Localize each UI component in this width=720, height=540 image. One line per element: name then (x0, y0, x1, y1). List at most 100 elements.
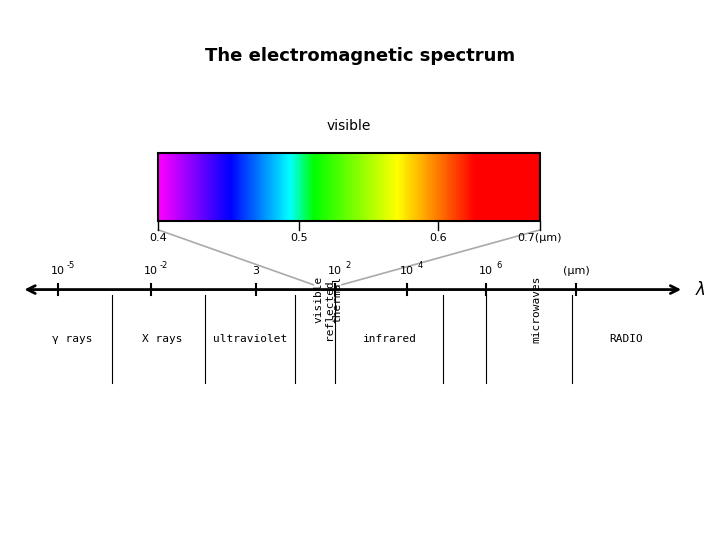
Bar (500, 153, 501, 221)
Bar (378, 153, 379, 221)
Bar (307, 153, 309, 221)
Bar (425, 153, 426, 221)
Bar (404, 153, 405, 221)
Bar (395, 153, 396, 221)
Bar (252, 153, 253, 221)
Bar (534, 153, 536, 221)
Bar (220, 153, 222, 221)
Bar (349, 153, 351, 221)
Bar (314, 153, 315, 221)
Bar (371, 153, 372, 221)
Bar (357, 153, 358, 221)
Bar (497, 153, 498, 221)
Bar (338, 153, 339, 221)
Bar (470, 153, 472, 221)
Bar (184, 153, 186, 221)
Bar (180, 153, 181, 221)
Bar (171, 153, 172, 221)
Bar (445, 153, 446, 221)
Bar (496, 153, 498, 221)
Bar (505, 153, 507, 221)
Bar (262, 153, 264, 221)
Bar (230, 153, 231, 221)
Bar (423, 153, 424, 221)
Text: 10: 10 (479, 266, 493, 276)
Bar (264, 153, 266, 221)
Bar (350, 153, 351, 221)
Bar (426, 153, 428, 221)
Bar (238, 153, 239, 221)
Bar (488, 153, 490, 221)
Bar (456, 153, 457, 221)
Bar (413, 153, 415, 221)
Bar (167, 153, 168, 221)
Bar (344, 153, 346, 221)
Bar (284, 153, 286, 221)
Bar (240, 153, 242, 221)
Bar (265, 153, 266, 221)
Bar (398, 153, 399, 221)
Bar (326, 153, 328, 221)
Bar (291, 153, 292, 221)
Bar (382, 153, 383, 221)
Text: reflected: reflected (324, 279, 334, 340)
Bar (347, 153, 348, 221)
Bar (391, 153, 392, 221)
Bar (384, 153, 385, 221)
Bar (374, 153, 375, 221)
Bar (299, 153, 300, 221)
Bar (300, 153, 301, 221)
Bar (358, 153, 359, 221)
Bar (428, 153, 430, 221)
Bar (423, 153, 425, 221)
Bar (225, 153, 227, 221)
Bar (480, 153, 481, 221)
Bar (441, 153, 442, 221)
Bar (392, 153, 393, 221)
Bar (528, 153, 529, 221)
Bar (476, 153, 477, 221)
Bar (390, 153, 392, 221)
Bar (346, 153, 347, 221)
Bar (302, 153, 303, 221)
Bar (405, 153, 407, 221)
Bar (351, 153, 352, 221)
Bar (186, 153, 187, 221)
Text: visible: visible (327, 119, 372, 133)
Bar (415, 153, 416, 221)
Bar (320, 153, 322, 221)
Bar (475, 153, 477, 221)
Bar (259, 153, 261, 221)
Bar (322, 153, 323, 221)
Bar (446, 153, 448, 221)
Bar (440, 153, 441, 221)
Bar (525, 153, 526, 221)
Bar (431, 153, 433, 221)
Bar (490, 153, 492, 221)
Bar (274, 153, 275, 221)
Bar (221, 153, 222, 221)
Bar (417, 153, 418, 221)
Bar (444, 153, 445, 221)
Bar (447, 153, 449, 221)
Bar (312, 153, 313, 221)
Bar (405, 153, 406, 221)
Bar (233, 153, 234, 221)
Bar (388, 153, 390, 221)
Bar (269, 153, 271, 221)
Bar (231, 153, 233, 221)
Bar (517, 153, 518, 221)
Bar (168, 153, 169, 221)
Bar (501, 153, 503, 221)
Bar (457, 153, 459, 221)
Bar (402, 153, 404, 221)
Bar (162, 153, 163, 221)
Bar (333, 153, 334, 221)
Bar (258, 153, 260, 221)
Bar (246, 153, 248, 221)
Bar (292, 153, 293, 221)
Text: 4: 4 (417, 261, 423, 270)
Bar (366, 153, 368, 221)
Bar (494, 153, 495, 221)
Bar (209, 153, 210, 221)
